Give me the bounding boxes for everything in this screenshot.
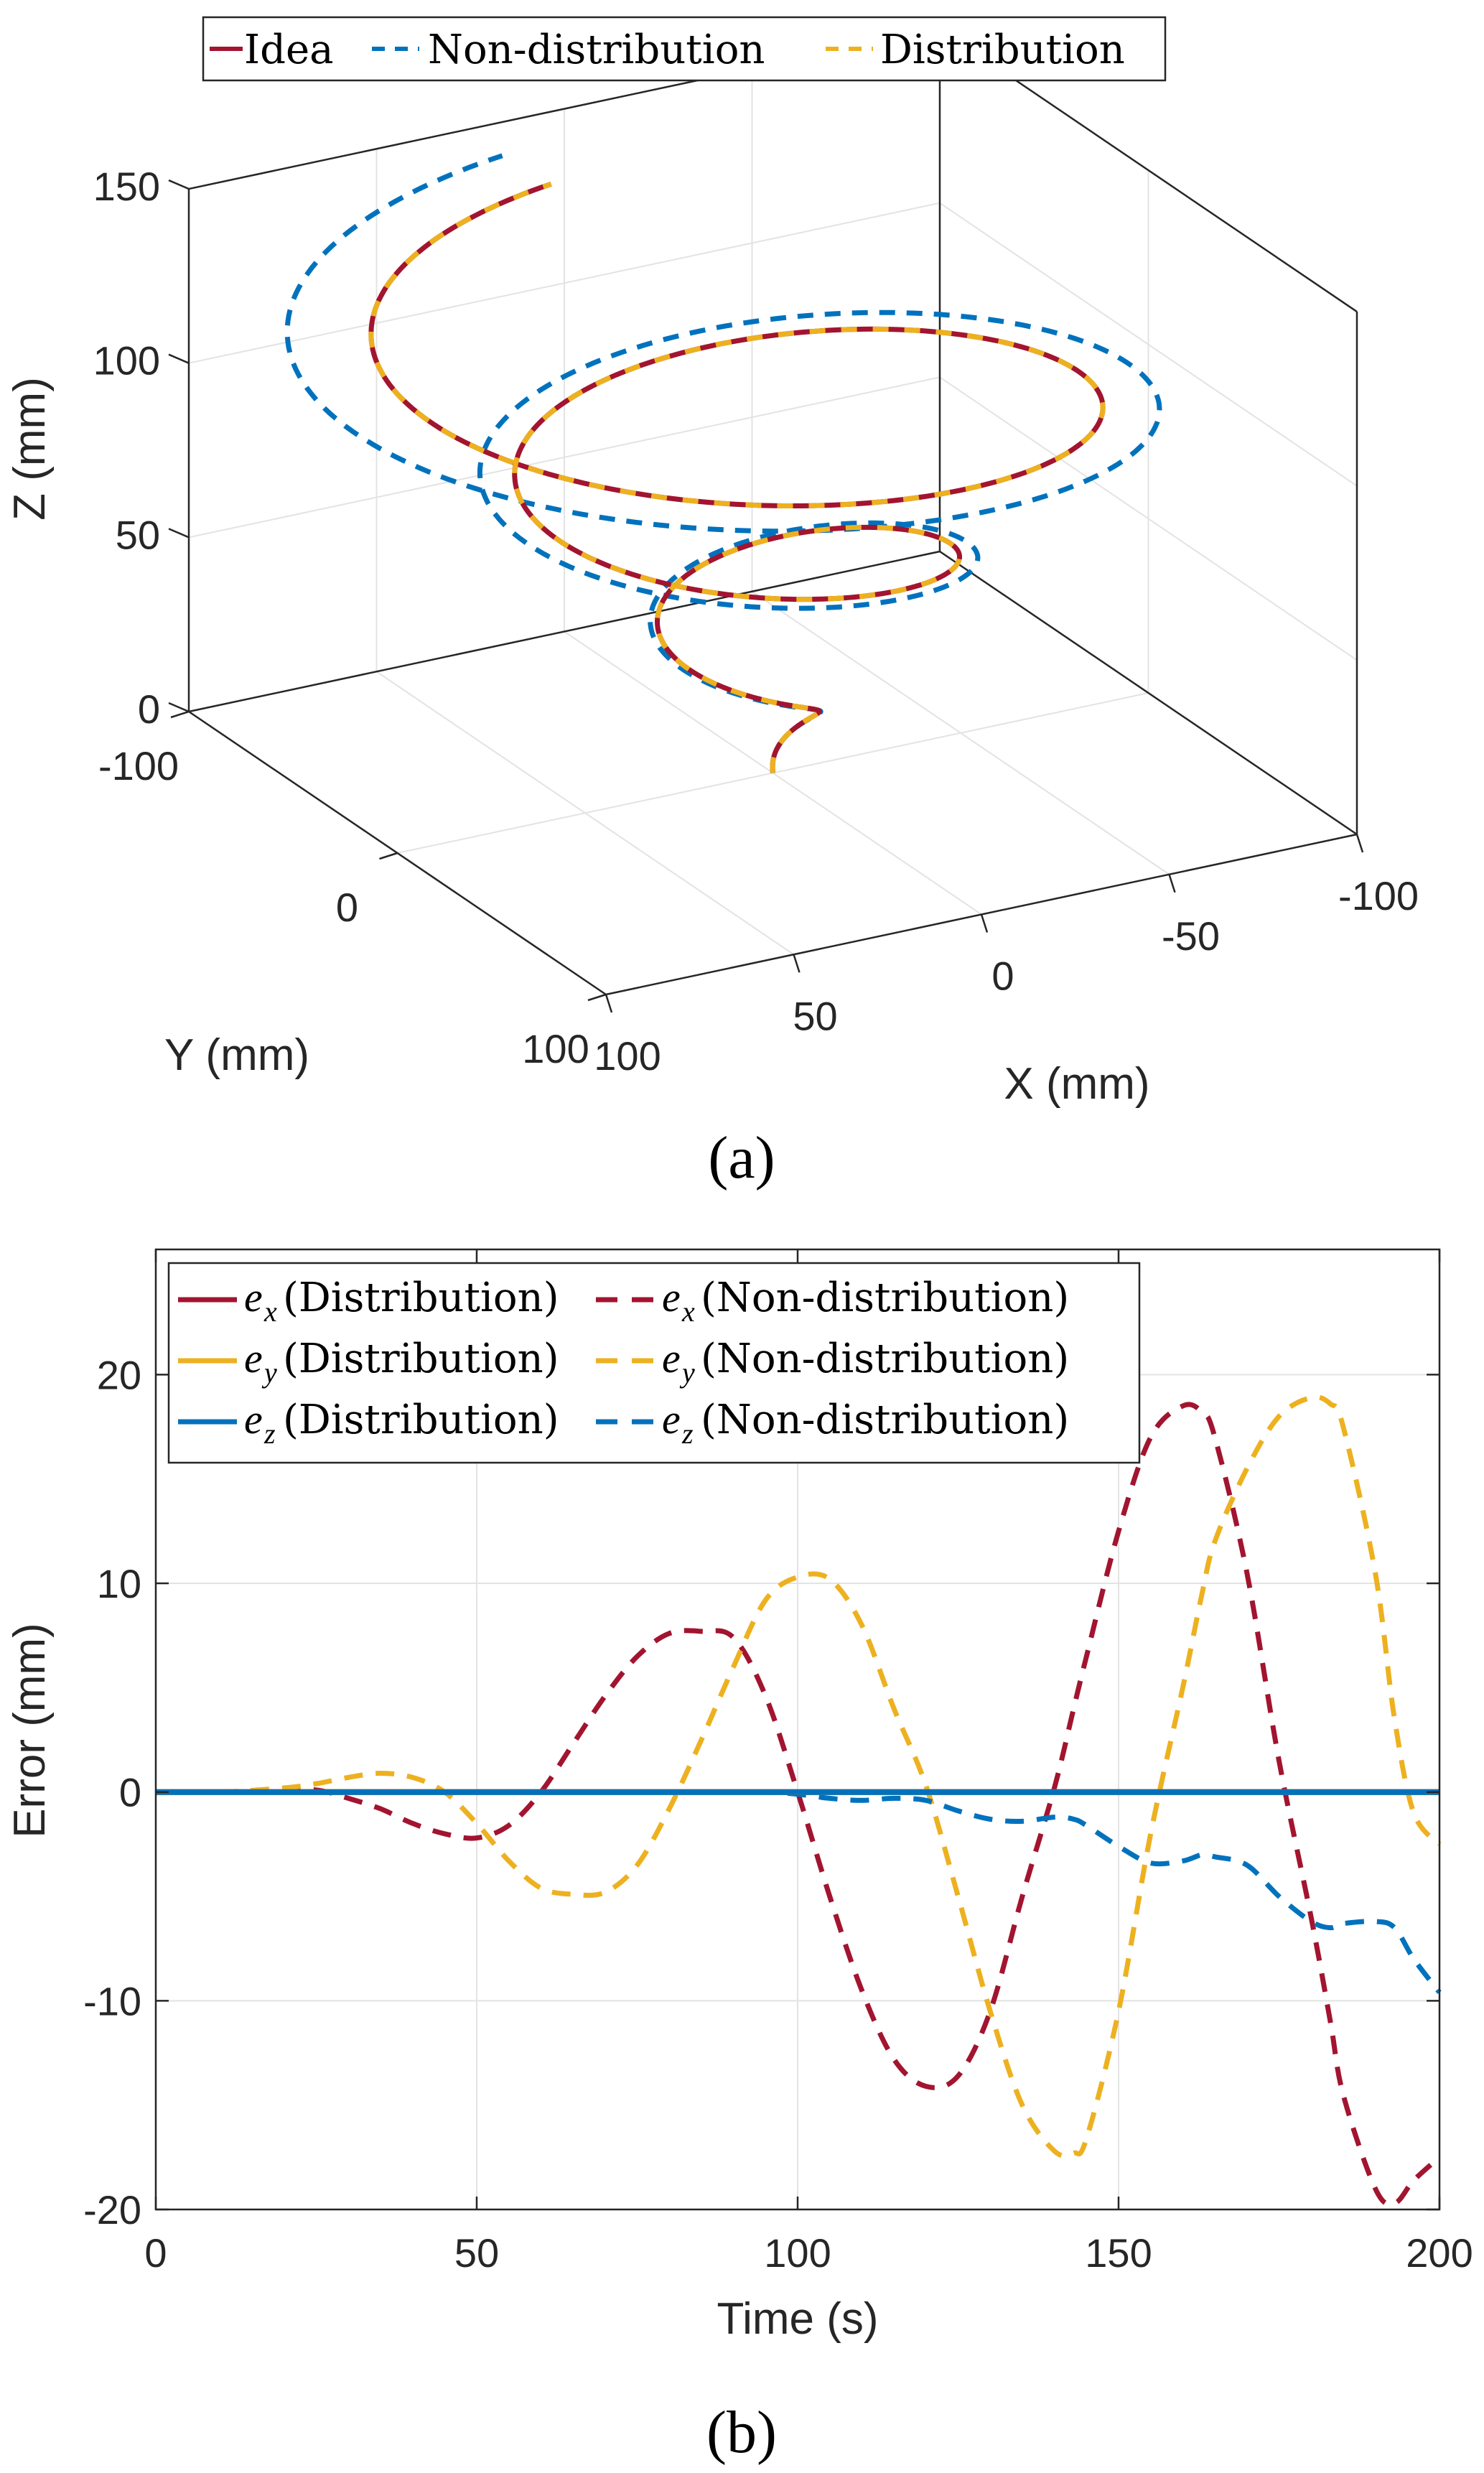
legend-symbol: e [244, 1396, 263, 1443]
x-tick-label: 0 [991, 954, 1014, 999]
panel-b-caption: (b) [706, 2399, 777, 2466]
legend-subscript: z [263, 1417, 276, 1450]
panel-b-ylabel: Error (mm) [5, 1623, 55, 1838]
axis-edge [188, 550, 941, 713]
y-tick-mark [379, 852, 398, 860]
panel-a-xlabel: X (mm) [1004, 1059, 1149, 1109]
legend-subscript: x [263, 1295, 277, 1328]
panel-a-caption: (a) [708, 1124, 775, 1191]
legend-label-idea: Idea [244, 27, 334, 73]
x-tick-mark [605, 994, 613, 1013]
y-tick-label: -100 [98, 743, 179, 788]
panel-a-legend: Idea Non-distribution Distribution [202, 16, 1167, 82]
legend-label: (Distribution) [283, 1397, 559, 1443]
legend-symbol: e [244, 1335, 263, 1382]
x-tick-label: 50 [793, 993, 837, 1038]
x-tick-label: 200 [1406, 2230, 1473, 2276]
z-tick-mark [168, 179, 190, 190]
curve-idea [368, 181, 1106, 773]
y-tick-label: 100 [522, 1026, 589, 1071]
panel-b-xlabel: Time (s) [717, 2294, 879, 2344]
legend-subscript: z [681, 1417, 694, 1450]
z-tick-mark [168, 353, 190, 364]
z-tick-mark [168, 702, 190, 713]
series-e-y-non-distribution [155, 1394, 1442, 2158]
x-tick-label: 100 [764, 2230, 831, 2276]
y-tick-label: 0 [336, 885, 358, 930]
x-tick-label: 100 [594, 1033, 661, 1079]
panel-a-legend-box [202, 16, 1167, 82]
legend-label: (Non-distribution) [701, 1397, 1069, 1443]
legend-label: (Non-distribution) [701, 1275, 1069, 1321]
panel-b-legend: e x (Distribution) e x (Non-distribution)e y (D… [167, 1262, 1141, 1464]
legend-symbol: e [662, 1396, 681, 1443]
legend-label: (Non-distribution) [701, 1336, 1069, 1382]
panel-b-legend-box [167, 1262, 1141, 1464]
z-tick-label: 0 [138, 686, 160, 732]
y-tick-label: 0 [119, 1770, 141, 1815]
x-tick-mark [793, 954, 801, 973]
legend-symbol: e [662, 1335, 681, 1382]
legend-label-non-distribution: Non-distribution [428, 27, 765, 73]
legend-subscript: y [261, 1356, 277, 1389]
y-tick-label: -20 [83, 2187, 141, 2232]
panel-b-tick-labels: 0 50 100 150 200 -20 -10 0 10 20 [83, 1249, 1473, 2276]
legend-subscript: x [681, 1295, 695, 1328]
x-tick-label: -100 [1338, 873, 1419, 918]
panel-a-gridlines [188, 28, 1358, 995]
legend-label: (Distribution) [283, 1275, 559, 1321]
x-tick-mark [1355, 834, 1364, 853]
y-tick-mark [170, 710, 190, 719]
y-tick-label: 10 [97, 1561, 141, 1606]
z-tick-label: 150 [93, 164, 160, 209]
axis-edge [939, 550, 1358, 836]
panel-b-curves [155, 1394, 1442, 2207]
panel-a-ylabel: Y (mm) [164, 1030, 309, 1080]
curve-non-distribution [284, 153, 1162, 773]
legend-subscript: y [679, 1356, 695, 1389]
y-tick-mark [587, 993, 607, 1002]
panel-a-curves [284, 153, 1162, 773]
panel-a-box-edges [187, 27, 1358, 996]
x-tick-mark [980, 914, 989, 933]
x-tick-label: 150 [1085, 2230, 1152, 2276]
curve-distribution [368, 181, 1106, 773]
x-tick-label: -50 [1162, 913, 1220, 959]
x-tick-label: 0 [144, 2230, 167, 2276]
series-e-z-non-distribution [156, 1789, 1442, 1994]
legend-label-distribution: Distribution [880, 27, 1125, 73]
legend-label: (Distribution) [283, 1336, 559, 1382]
z-tick-mark [168, 528, 190, 539]
panel-b-error-plot: 0 50 100 150 200 -20 -10 0 10 20 Error (mm) Time … [5, 1248, 1473, 2466]
z-tick-label: 100 [93, 338, 160, 383]
y-tick-label: -10 [83, 1978, 141, 2023]
legend-symbol: e [662, 1274, 681, 1321]
series-e-x-non-distribution [156, 1402, 1442, 2207]
x-tick-label: 50 [454, 2230, 499, 2276]
y-tick-label: 20 [97, 1352, 141, 1397]
z-tick-label: 50 [116, 512, 160, 557]
legend-symbol: e [244, 1274, 263, 1321]
x-tick-mark [1168, 874, 1176, 893]
panel-a-zlabel: Z (mm) [5, 377, 55, 521]
